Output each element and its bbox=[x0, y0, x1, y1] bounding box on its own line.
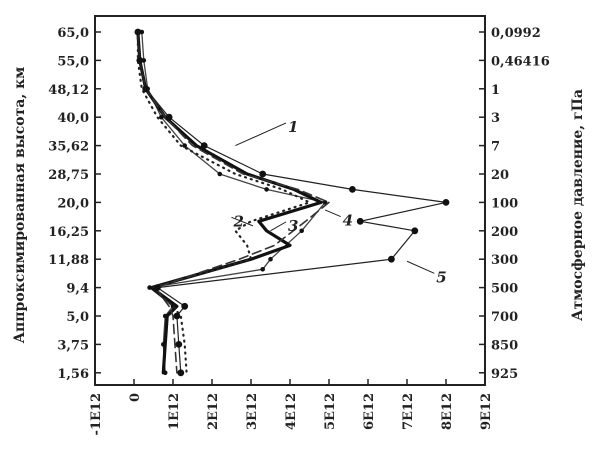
altitude-tick-label: 48,12 bbox=[48, 83, 89, 98]
series-5-point bbox=[356, 217, 364, 225]
curve-1-label: 1 bbox=[288, 118, 298, 136]
series-1-point bbox=[264, 187, 269, 192]
series-5-point bbox=[442, 199, 450, 206]
curve-1-leader bbox=[235, 122, 287, 147]
x-tick-label: 4E12 bbox=[284, 393, 299, 430]
altitude-tick-label: 5,0 bbox=[66, 310, 89, 325]
series-5-point bbox=[173, 312, 181, 320]
pressure-tick-label: 3 bbox=[491, 111, 500, 126]
plot-frame bbox=[94, 15, 486, 386]
series-1-point bbox=[299, 228, 305, 234]
altitude-tick-label: 16,25 bbox=[48, 225, 89, 240]
curve-3-leader bbox=[270, 221, 287, 232]
series-1-point bbox=[268, 256, 273, 262]
series-1-point bbox=[159, 114, 164, 120]
pressure-tick-label: 200 bbox=[491, 225, 518, 240]
x-tick-label: 8E12 bbox=[440, 393, 455, 430]
series-1-point bbox=[182, 143, 187, 148]
pressure-tick-label: 0,46416 bbox=[491, 54, 550, 69]
x-tick-label: 7E12 bbox=[401, 393, 416, 430]
curve-5-leader bbox=[406, 260, 435, 274]
series-5-point bbox=[388, 255, 395, 263]
series-5-point bbox=[411, 227, 419, 235]
right-axis-ticks: 0,0992 0,46416 1 3 7 20 100 200 300 500 700 850 925 bbox=[479, 26, 550, 382]
pressure-tick-label: 500 bbox=[491, 282, 518, 297]
altitude-tick-label: 28,75 bbox=[48, 168, 89, 183]
series-5-point bbox=[142, 85, 150, 93]
x-tick-label: -1E12 bbox=[89, 393, 104, 435]
pressure-tick-label: 925 bbox=[491, 367, 518, 382]
x-tick-label: 1E12 bbox=[167, 393, 182, 430]
pressure-tick-label: 700 bbox=[491, 310, 518, 325]
pressure-tick-label: 7 bbox=[491, 140, 500, 155]
altitude-tick-label: 40,0 bbox=[57, 111, 89, 126]
curve-3-label: 3 bbox=[288, 217, 298, 235]
altitude-tick-label: 11,88 bbox=[48, 253, 89, 268]
series-5-point bbox=[177, 369, 185, 377]
bottom-axis-ticks: -1E12 0 1E12 2E12 3E12 4E12 5E12 6E12 7E12 8E12 9E… bbox=[89, 379, 494, 435]
x-tick-label: 9E12 bbox=[479, 393, 494, 430]
right-axis-title: Атмосферное давление, гПа bbox=[570, 89, 586, 321]
series-5-point bbox=[175, 341, 183, 348]
curve-4-label: 4 bbox=[343, 212, 353, 230]
series-3-line bbox=[136, 30, 311, 374]
altitude-tick-label: 3,75 bbox=[57, 338, 89, 353]
series-5-point bbox=[134, 28, 142, 36]
curve-number-labels: 1 2 3 4 5 bbox=[231, 118, 447, 286]
x-tick-label: 3E12 bbox=[245, 393, 260, 430]
series-4-line bbox=[137, 31, 330, 374]
curve-2-label: 2 bbox=[232, 212, 243, 230]
altitude-tick-label: 20,0 bbox=[57, 196, 89, 211]
pressure-tick-label: 20 bbox=[491, 168, 509, 183]
pressure-tick-label: 300 bbox=[491, 253, 518, 268]
x-tick-label: 6E12 bbox=[362, 393, 377, 430]
x-tick-label: 0 bbox=[128, 393, 143, 402]
series-layer bbox=[134, 28, 450, 377]
left-axis-ticks: 65,0 55,0 48,12 40,0 35,62 28,75 20,0 16,25 11,8… bbox=[48, 26, 101, 382]
x-tick-label: 5E12 bbox=[323, 393, 338, 430]
series-5-line bbox=[137, 31, 447, 374]
pressure-tick-label: 100 bbox=[491, 196, 518, 211]
series-5-point bbox=[165, 113, 173, 121]
series-5-point bbox=[181, 302, 189, 310]
altitude-tick-label: 55,0 bbox=[57, 54, 89, 69]
curve-5-label: 5 bbox=[436, 268, 446, 286]
altitude-tick-label: 65,0 bbox=[57, 26, 89, 41]
pressure-tick-label: 0,0992 bbox=[491, 26, 541, 41]
series-1-point bbox=[260, 267, 266, 272]
series-5-point bbox=[259, 170, 267, 178]
curve-4-leader bbox=[324, 209, 341, 218]
series-1-point bbox=[322, 200, 328, 205]
altitude-tick-label: 9,4 bbox=[66, 282, 89, 297]
series-5-point bbox=[136, 57, 144, 64]
x-tick-label: 2E12 bbox=[206, 393, 221, 430]
pressure-tick-label: 1 bbox=[491, 83, 500, 98]
series-1-line bbox=[141, 31, 326, 374]
altitude-tick-label: 35,62 bbox=[48, 140, 89, 155]
pressure-tick-label: 850 bbox=[491, 338, 518, 353]
curve-2-leader bbox=[231, 216, 254, 227]
series-5-point bbox=[349, 186, 356, 193]
series-5-point bbox=[154, 284, 161, 291]
series-1-point bbox=[217, 171, 223, 177]
altitude-tick-label: 1,56 bbox=[57, 367, 89, 382]
series-5-point bbox=[200, 142, 208, 150]
series-2-line bbox=[136, 30, 323, 375]
left-axis-title: Аппроксимированная высота, км bbox=[12, 67, 28, 344]
